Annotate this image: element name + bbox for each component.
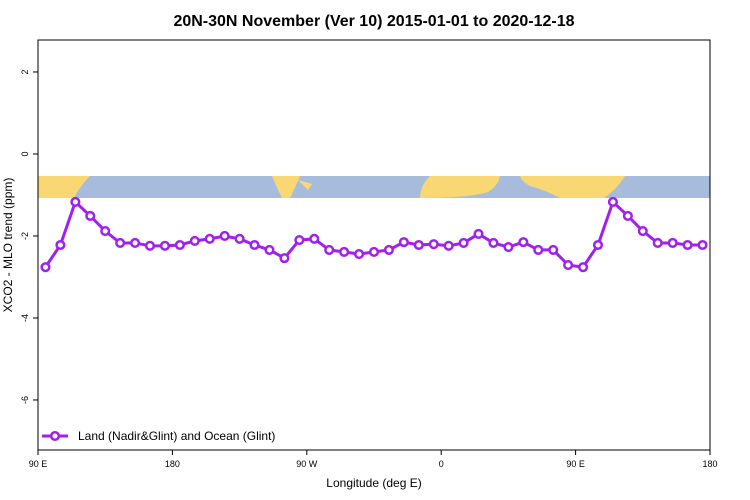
map-strip	[38, 176, 710, 198]
point	[592, 239, 604, 251]
point	[622, 210, 633, 221]
point	[637, 226, 648, 237]
point	[85, 210, 96, 221]
point	[189, 235, 200, 246]
y-tick-label: -2	[20, 232, 30, 240]
legend-marker	[49, 430, 61, 442]
point	[130, 237, 141, 248]
point	[667, 237, 678, 248]
x-tick-label: 90 E	[29, 459, 48, 469]
point	[518, 237, 529, 248]
point	[354, 248, 365, 260]
point	[115, 237, 126, 248]
x-axis-label: Longitude (deg E)	[326, 476, 421, 490]
point	[443, 240, 454, 251]
y-axis-label: XCO2 - MLO trend (ppm)	[1, 178, 15, 313]
point	[533, 244, 544, 255]
point	[368, 246, 380, 258]
point	[548, 244, 559, 255]
point	[159, 240, 170, 251]
point	[488, 237, 499, 248]
chart-title: 20N-30N November (Ver 10) 2015-01-01 to …	[173, 13, 574, 30]
point	[652, 237, 663, 248]
point	[204, 233, 215, 244]
x-tick-label: 90 E	[566, 459, 585, 469]
point	[279, 253, 290, 264]
legend-label: Land (Nadir&Glint) and Ocean (Glint)	[78, 429, 275, 443]
point	[428, 239, 439, 250]
point	[682, 239, 693, 251]
point	[144, 240, 156, 251]
point	[264, 244, 275, 255]
point	[324, 244, 335, 255]
point	[503, 242, 514, 253]
y-tick-label: -6	[20, 396, 30, 404]
point	[578, 262, 589, 273]
point	[339, 246, 350, 258]
point	[70, 196, 81, 207]
point	[383, 244, 394, 255]
x-tick-label: 90 W	[296, 459, 318, 469]
point	[563, 260, 574, 271]
point	[697, 239, 708, 251]
point	[458, 237, 469, 248]
y-tick-label: 0	[20, 151, 30, 156]
plot-frame	[37, 39, 711, 451]
point	[249, 239, 260, 251]
point	[607, 196, 618, 207]
point	[398, 237, 409, 248]
point	[294, 235, 305, 246]
point	[473, 228, 484, 239]
x-tick-label: 0	[439, 459, 444, 469]
y-tick-label: -4	[20, 314, 30, 322]
point	[55, 239, 66, 251]
x-tick-label: 180	[165, 459, 180, 469]
point	[100, 226, 111, 237]
series-line	[44, 199, 703, 269]
point	[309, 233, 320, 244]
point	[174, 239, 185, 251]
y-tick-label: 2	[20, 69, 30, 74]
point	[234, 233, 245, 244]
x-tick-label: 180	[702, 459, 717, 469]
point	[413, 239, 424, 251]
point	[219, 230, 230, 242]
point	[40, 262, 51, 273]
